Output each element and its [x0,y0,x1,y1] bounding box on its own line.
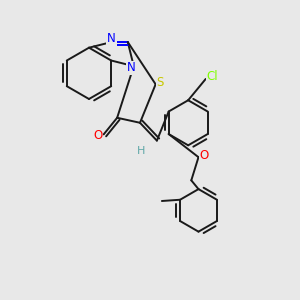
Text: O: O [93,129,103,142]
Text: O: O [200,149,209,162]
Text: N: N [127,61,136,74]
Text: Cl: Cl [207,70,218,83]
Text: S: S [157,76,164,89]
Text: H: H [137,146,146,156]
Text: N: N [107,32,116,45]
